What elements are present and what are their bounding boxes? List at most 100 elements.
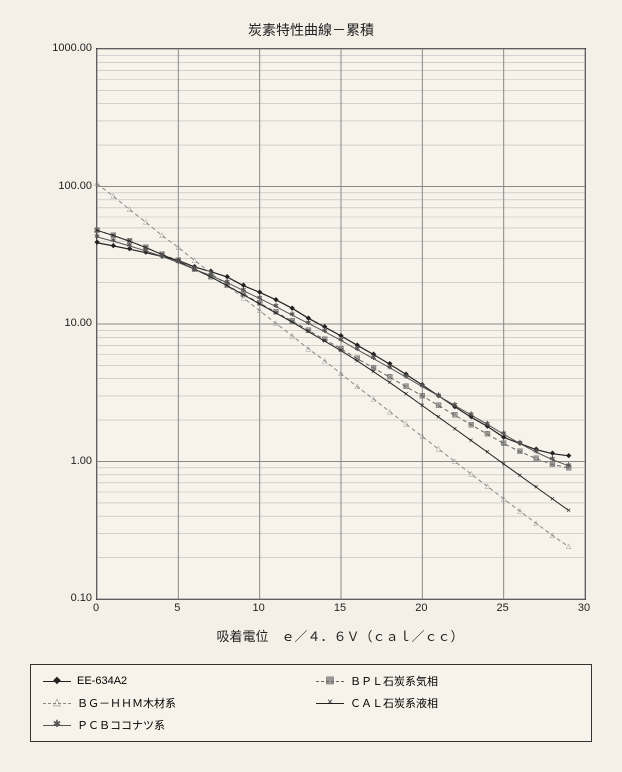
svg-text:△: △	[176, 244, 182, 251]
x-tick-label: 25	[497, 602, 509, 614]
x-tick-label: 10	[253, 602, 265, 614]
svg-text:△: △	[371, 395, 377, 402]
svg-text:△: △	[192, 257, 198, 264]
svg-text:✱: ✱	[387, 363, 393, 371]
svg-text:▩: ▩	[468, 421, 475, 428]
y-tick-label: 1.00	[71, 455, 92, 467]
svg-text:×: ×	[322, 337, 327, 346]
svg-text:✱: ✱	[517, 439, 523, 447]
svg-text:✱: ✱	[419, 382, 425, 390]
svg-text:✱: ✱	[306, 319, 312, 327]
x-tick-label: 0	[93, 602, 99, 614]
svg-text:×: ×	[387, 378, 392, 387]
legend-swatch: ×	[316, 697, 344, 709]
svg-text:△: △	[94, 180, 100, 187]
svg-text:✱: ✱	[436, 391, 442, 399]
x-axis-label: 吸着電位 ｅ／４．６Ｖ（ｃａｌ／ｃｃ）	[96, 626, 584, 645]
x-tick-label: 5	[174, 602, 180, 614]
svg-text:✱: ✱	[452, 401, 458, 409]
svg-text:△: △	[452, 458, 458, 465]
svg-text:×: ×	[534, 483, 539, 492]
svg-text:✱: ✱	[338, 336, 344, 344]
svg-text:△: △	[485, 483, 491, 490]
chart-area: 細孔容積－ｃｃ／１００ｇ炭素 ◆◆◆◆◆◆◆◆◆◆◆◆◆◆◆◆◆◆◆◆◆◆◆◆◆…	[60, 48, 590, 628]
svg-text:△: △	[290, 332, 296, 339]
x-tick-label: 15	[334, 602, 346, 614]
svg-text:△: △	[468, 471, 474, 478]
y-tick-label: 100.00	[58, 180, 92, 192]
svg-text:△: △	[127, 206, 133, 213]
svg-text:✱: ✱	[550, 455, 556, 463]
svg-text:✱: ✱	[371, 354, 377, 362]
svg-text:✱: ✱	[354, 345, 360, 353]
svg-text:×: ×	[501, 459, 506, 468]
svg-text:✱: ✱	[94, 232, 100, 240]
svg-text:✱: ✱	[468, 410, 474, 418]
svg-text:△: △	[387, 408, 393, 415]
svg-text:▩: ▩	[452, 412, 459, 419]
svg-text:×: ×	[485, 448, 490, 457]
legend-label: ＣＡＬ石炭系液相	[350, 695, 438, 711]
svg-text:✱: ✱	[143, 246, 149, 254]
svg-text:△: △	[566, 543, 572, 550]
chart-title: 炭素特性曲線－累積	[0, 0, 622, 48]
legend-label: ＰＣＢココナツ系	[77, 717, 165, 733]
svg-text:✱: ✱	[257, 294, 263, 302]
legend-item: △ＢＧ－ＨＨＭ木材系	[43, 695, 306, 711]
svg-text:△: △	[403, 421, 409, 428]
legend-item: × ＣＡＬ石炭系液相	[316, 695, 579, 711]
svg-text:×: ×	[339, 346, 344, 355]
svg-text:△: △	[517, 508, 523, 515]
legend-label: EE-634A2	[77, 675, 127, 687]
svg-text:×: ×	[306, 327, 311, 336]
x-tick-label: 30	[578, 602, 590, 614]
svg-text:△: △	[143, 219, 149, 226]
svg-text:△: △	[501, 495, 507, 502]
svg-text:×: ×	[420, 401, 425, 410]
svg-text:✱: ✱	[127, 241, 133, 249]
y-tick-label: 1000.00	[52, 42, 92, 54]
legend: ◆EE-634A2 ▩ ＢＰＬ石炭系気相 △ＢＧ－ＨＨＭ木材系 × ＣＡＬ石炭系液相 ✱ ＰＣ…	[30, 664, 592, 742]
legend-marker-icon: ✱	[53, 720, 61, 730]
legend-marker-icon: ▩	[325, 676, 334, 686]
svg-text:✱: ✱	[322, 327, 328, 335]
x-tick-label: 20	[415, 602, 427, 614]
svg-text:✱: ✱	[533, 448, 539, 456]
svg-text:✱: ✱	[208, 271, 214, 279]
svg-text:×: ×	[518, 471, 523, 480]
svg-text:▩: ▩	[500, 440, 507, 447]
svg-text:✱: ✱	[566, 461, 572, 469]
legend-item: ✱ ＰＣＢココナツ系	[43, 717, 306, 733]
svg-text:▩: ▩	[533, 455, 540, 462]
svg-text:×: ×	[436, 413, 441, 422]
svg-text:✱: ✱	[240, 286, 246, 294]
svg-text:△: △	[338, 370, 344, 377]
svg-text:△: △	[322, 357, 328, 364]
svg-text:✱: ✱	[289, 311, 295, 319]
legend-label: ＢＰＬ石炭系気相	[350, 673, 438, 689]
svg-text:▩: ▩	[419, 392, 426, 399]
svg-text:△: △	[306, 345, 312, 352]
legend-swatch: △	[43, 697, 71, 709]
svg-text:×: ×	[290, 318, 295, 327]
svg-text:△: △	[420, 433, 426, 440]
svg-text:△: △	[534, 520, 540, 527]
svg-text:✱: ✱	[175, 258, 181, 266]
svg-text:△: △	[436, 446, 442, 453]
svg-text:△: △	[111, 193, 117, 200]
svg-text:×: ×	[469, 436, 474, 445]
y-tick-label: 0.10	[71, 592, 92, 604]
legend-item: ◆EE-634A2	[43, 673, 306, 689]
svg-text:▩: ▩	[435, 402, 442, 409]
legend-marker-icon: ×	[327, 698, 333, 708]
svg-text:×: ×	[453, 424, 458, 433]
svg-text:◆: ◆	[566, 452, 572, 459]
svg-text:✱: ✱	[273, 302, 279, 310]
svg-text:✱: ✱	[403, 373, 409, 381]
y-tick-label: 10.00	[64, 317, 92, 329]
svg-text:△: △	[273, 320, 279, 327]
page-root: 炭素特性曲線－累積 細孔容積－ｃｃ／１００ｇ炭素 ◆◆◆◆◆◆◆◆◆◆◆◆◆◆◆…	[0, 0, 622, 772]
svg-text:✱: ✱	[224, 278, 230, 286]
svg-text:△: △	[355, 383, 361, 390]
legend-marker-icon: △	[53, 698, 61, 708]
